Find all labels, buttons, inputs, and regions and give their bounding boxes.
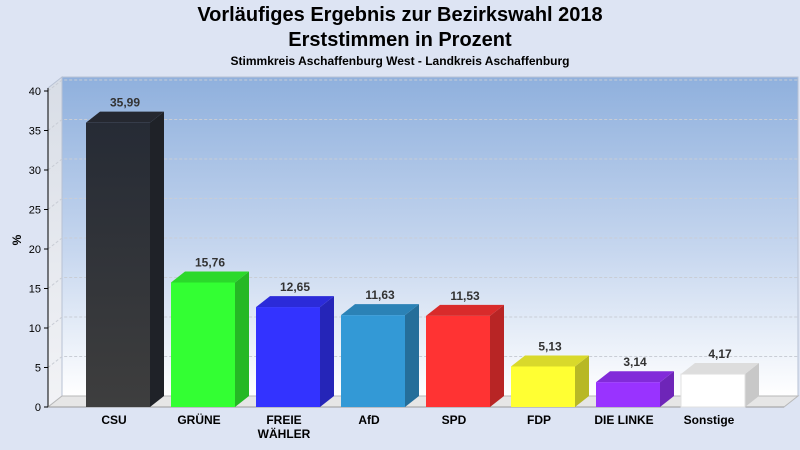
bar-value-label: 15,76 <box>195 255 225 269</box>
chart-subtitle: Erststimmen in Prozent <box>288 29 512 51</box>
bar-top <box>256 296 334 308</box>
category-label: AfD <box>358 413 380 427</box>
chart-title: Vorläufiges Ergebnis zur Bezirkswahl 201… <box>197 4 603 26</box>
bar-side <box>575 355 589 407</box>
bar-top <box>681 363 759 375</box>
bar-top <box>171 271 249 283</box>
grid-line <box>47 356 798 368</box>
bar-side <box>490 304 504 407</box>
y-tick-label: 0 <box>35 402 41 414</box>
bar-side <box>745 363 759 407</box>
grid-line <box>47 277 798 289</box>
bar-side <box>150 111 164 407</box>
bar-front <box>596 382 660 407</box>
bar-front <box>86 122 150 407</box>
bar-value-label: 11,63 <box>365 288 395 302</box>
bar-front <box>171 282 235 407</box>
bar <box>256 296 334 407</box>
category-label: DIE LINKE <box>594 413 653 427</box>
bar <box>511 355 589 407</box>
category-label: Sonstige <box>684 413 735 427</box>
bar-value-label: 35,99 <box>110 96 140 110</box>
grid-line <box>47 119 798 131</box>
y-tick-label: 5 <box>35 363 41 375</box>
bar <box>341 304 419 407</box>
bar-front <box>256 307 320 407</box>
grid-line <box>47 79 798 92</box>
grid-line <box>47 158 798 171</box>
grid-line <box>47 237 798 250</box>
bar <box>86 111 164 407</box>
bar-front <box>426 315 490 407</box>
y-tick-label: 25 <box>29 205 41 217</box>
category-label: CSU <box>101 413 126 427</box>
bar-top <box>596 371 674 383</box>
y-tick-label: 30 <box>29 165 41 177</box>
category-label: FDP <box>527 413 551 427</box>
category-label: WÄHLER <box>258 426 311 441</box>
chart-caption: Stimmkreis Aschaffenburg West - Landkrei… <box>230 54 570 68</box>
bar-side <box>320 296 334 407</box>
y-axis-label: % <box>10 234 24 245</box>
bar <box>171 271 249 407</box>
grid-line <box>47 316 798 329</box>
bar-front <box>680 373 746 408</box>
bar-front <box>511 366 575 407</box>
y-tick-label: 20 <box>29 244 41 256</box>
category-label: SPD <box>442 413 467 427</box>
bar-value-label: 12,65 <box>280 280 310 294</box>
bar-value-label: 11,53 <box>450 289 480 303</box>
bar-side <box>235 271 249 407</box>
bar-side <box>405 304 419 407</box>
bar-top <box>86 111 164 123</box>
bar-top <box>511 355 589 367</box>
category-label: GRÜNE <box>177 412 220 427</box>
bar <box>426 304 504 407</box>
bar-top <box>426 304 504 316</box>
bar-top <box>341 304 419 316</box>
y-tick-label: 10 <box>29 323 41 335</box>
bar-value-label: 3,14 <box>623 355 647 369</box>
bar-front <box>341 315 405 407</box>
grid-line <box>47 198 798 210</box>
plot-side-wall <box>47 75 63 409</box>
bar <box>680 363 759 408</box>
bar-side <box>660 371 674 407</box>
bar-value-label: 5,13 <box>538 339 562 353</box>
bar <box>596 371 674 407</box>
bar-value-label: 4,17 <box>708 347 732 361</box>
category-label: FREIE <box>266 413 301 427</box>
y-tick-label: 35 <box>29 126 41 138</box>
y-tick-label: 15 <box>29 284 41 296</box>
y-tick-label: 40 <box>29 86 41 98</box>
